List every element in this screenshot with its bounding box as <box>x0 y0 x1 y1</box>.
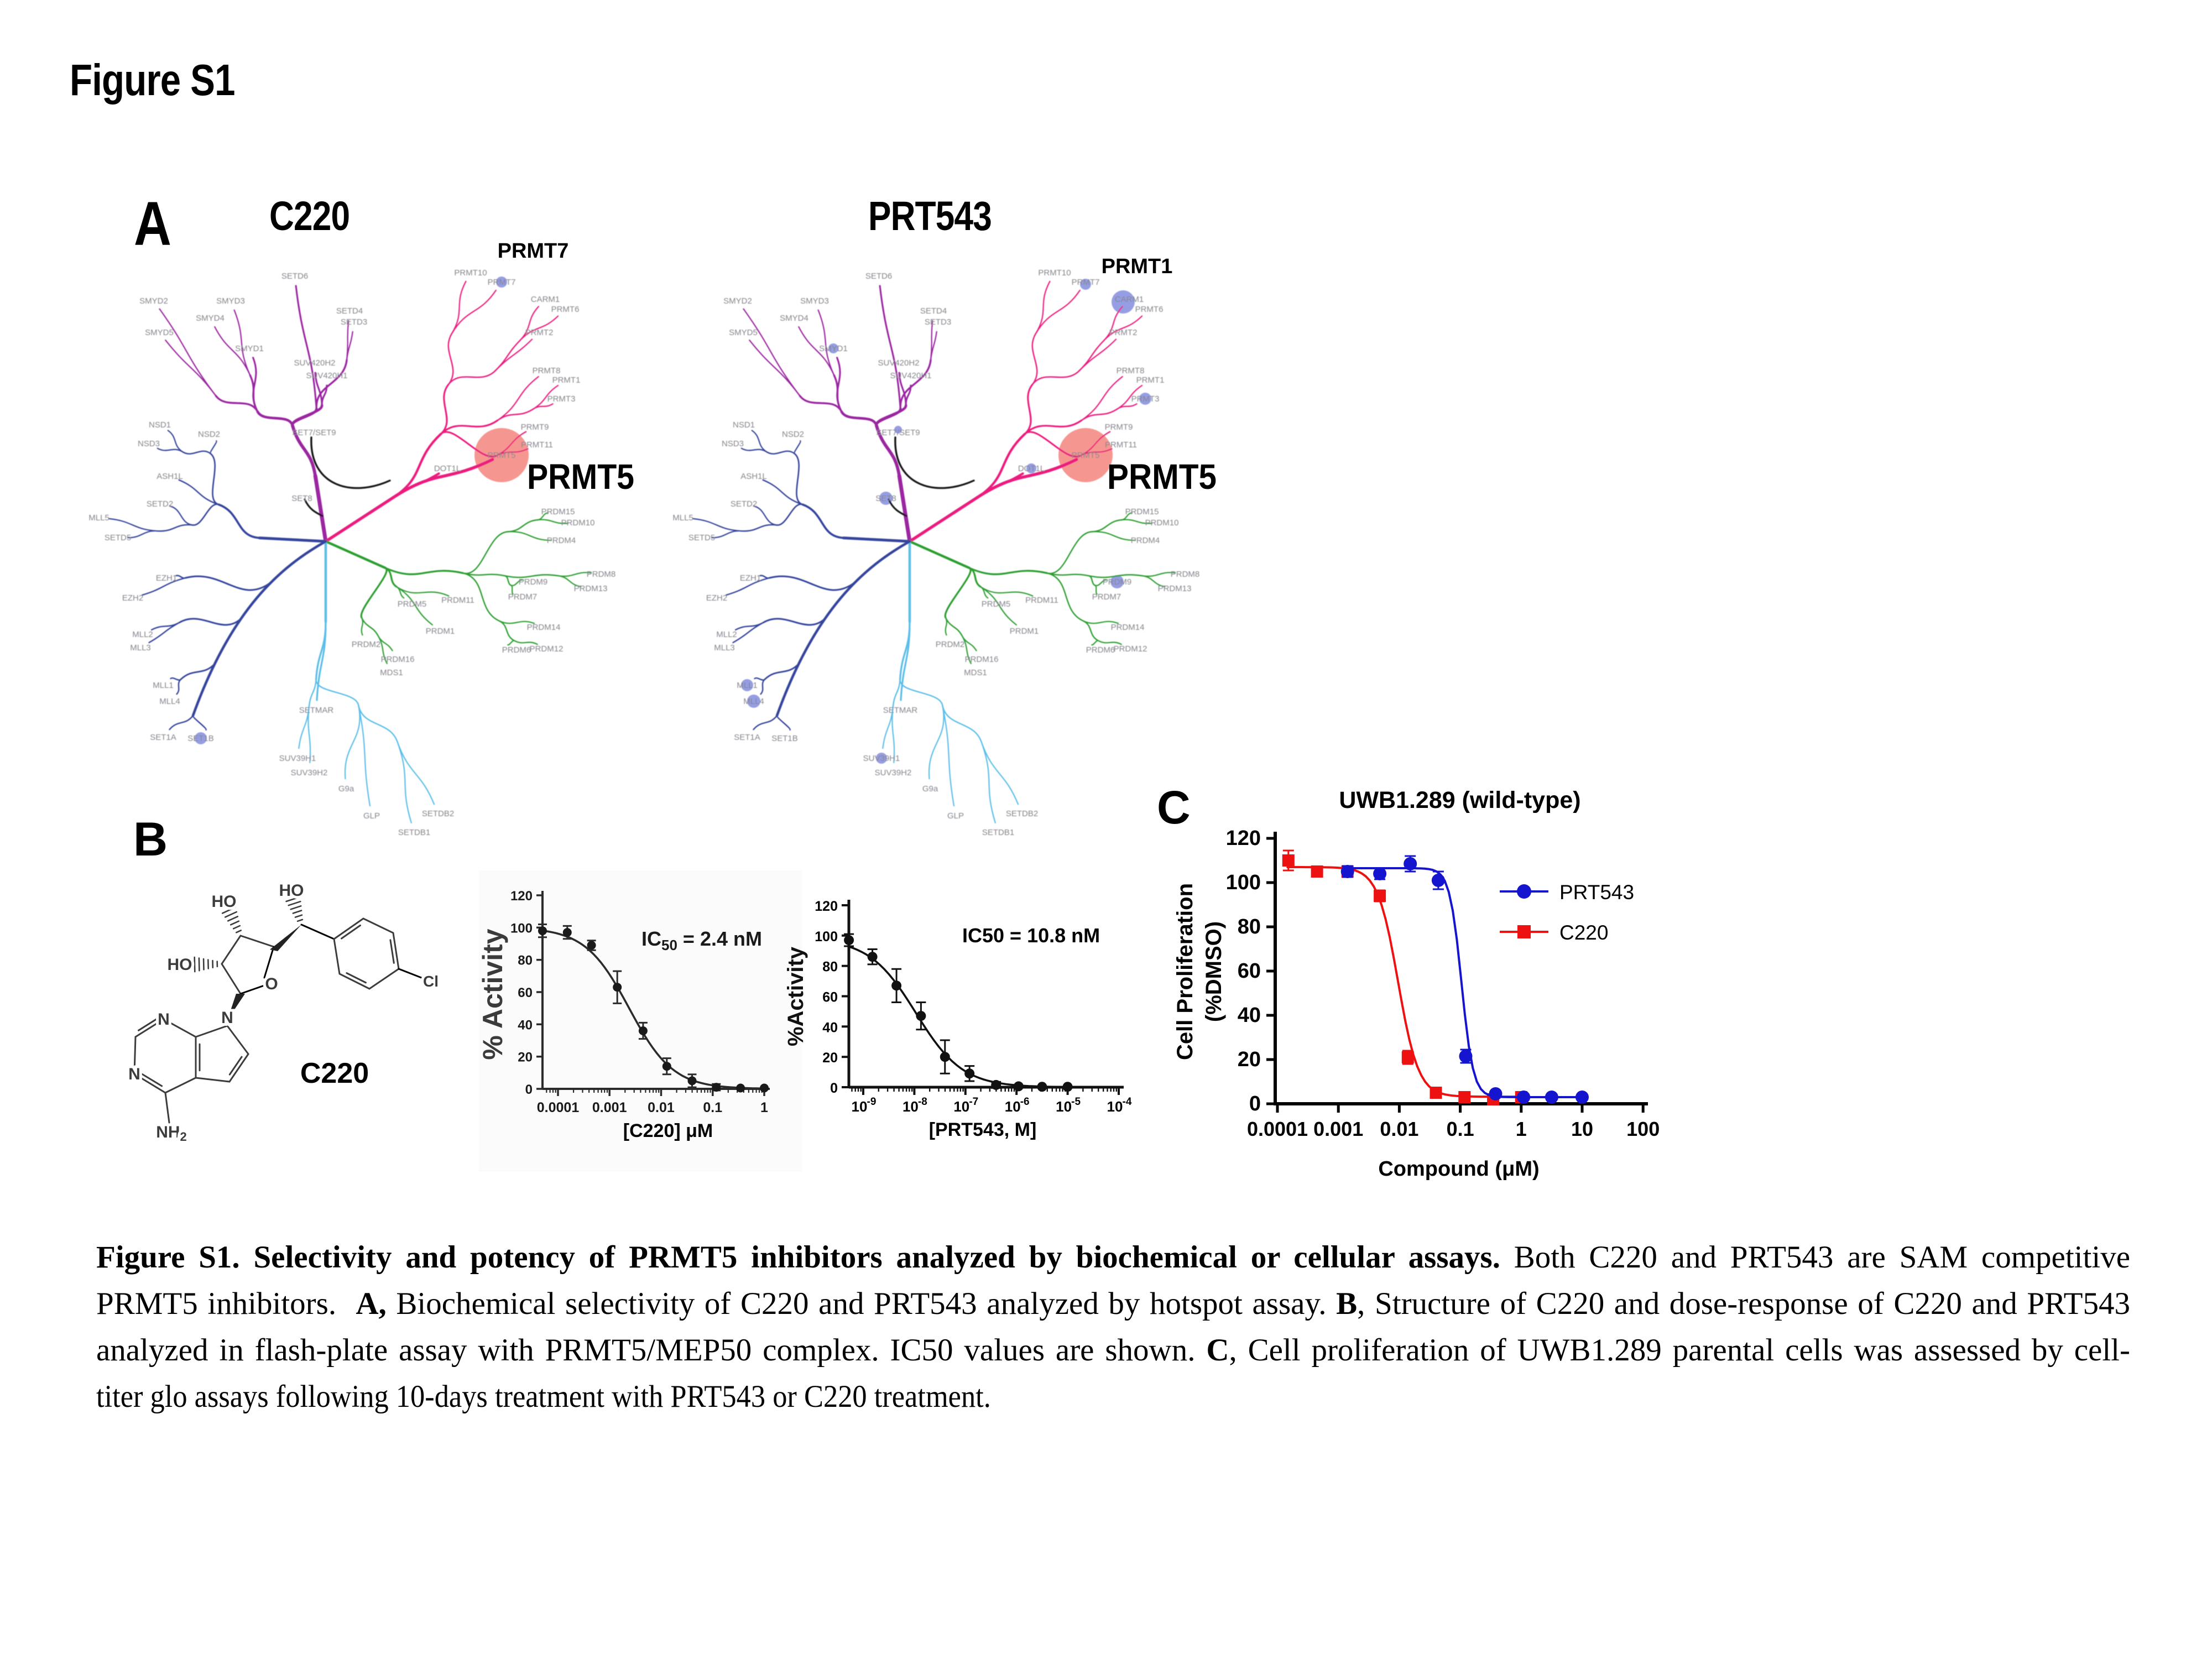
svg-text:[PRT543, M]: [PRT543, M] <box>929 1119 1037 1140</box>
svg-text:100: 100 <box>815 929 838 945</box>
svg-text:(%DMSO): (%DMSO) <box>1202 921 1226 1022</box>
svg-text:IC50 = 10.8 nM: IC50 = 10.8 nM <box>962 924 1100 947</box>
svg-text:Compound (μM): Compound (μM) <box>1378 1157 1539 1181</box>
svg-text:O: O <box>265 975 278 993</box>
svg-text:-8: -8 <box>918 1096 927 1108</box>
svg-text:0.1: 0.1 <box>703 1100 722 1115</box>
svg-text:120: 120 <box>510 889 533 904</box>
svg-text:HO: HO <box>279 881 304 900</box>
svg-text:60: 60 <box>822 990 838 1005</box>
svg-text:0.01: 0.01 <box>648 1100 675 1115</box>
svg-text:0: 0 <box>525 1082 533 1097</box>
svg-text:-9: -9 <box>867 1096 877 1108</box>
svg-text:-5: -5 <box>1071 1096 1081 1108</box>
svg-text:20: 20 <box>1238 1048 1261 1071</box>
svg-text:% Activity: % Activity <box>477 928 508 1060</box>
svg-text:C220: C220 <box>300 1057 369 1089</box>
svg-text:120: 120 <box>1226 827 1261 850</box>
svg-text:100: 100 <box>1626 1118 1660 1140</box>
svg-text:100: 100 <box>510 921 533 936</box>
svg-text:0.001: 0.001 <box>592 1100 627 1115</box>
svg-text:0.001: 0.001 <box>1313 1118 1363 1140</box>
svg-text:10: 10 <box>1107 1098 1123 1115</box>
svg-text:0.0001: 0.0001 <box>1247 1118 1308 1140</box>
svg-text:UWB1.289 (wild-type): UWB1.289 (wild-type) <box>1339 787 1580 813</box>
svg-text:PRMT7: PRMT7 <box>498 239 569 263</box>
svg-text:0: 0 <box>1249 1092 1261 1115</box>
svg-text:PRMT1: PRMT1 <box>1102 255 1173 278</box>
svg-text:100: 100 <box>1226 871 1261 894</box>
svg-text:60: 60 <box>518 985 533 1000</box>
svg-text:0: 0 <box>830 1081 838 1096</box>
svg-text:0.1: 0.1 <box>1447 1118 1474 1140</box>
svg-text:HO: HO <box>168 956 192 974</box>
svg-text:N: N <box>158 1010 170 1029</box>
svg-text:PRMT5: PRMT5 <box>527 457 634 497</box>
svg-text:C220: C220 <box>1559 921 1608 944</box>
svg-text:-7: -7 <box>969 1096 978 1108</box>
svg-text:HO: HO <box>212 893 237 911</box>
svg-text:120: 120 <box>815 899 838 914</box>
svg-text:40: 40 <box>822 1020 838 1035</box>
svg-text:40: 40 <box>518 1018 533 1032</box>
svg-text:Cell Proliferation: Cell Proliferation <box>1173 883 1197 1060</box>
svg-text:10: 10 <box>1571 1118 1593 1140</box>
svg-text:10: 10 <box>1056 1098 1072 1115</box>
svg-text:1: 1 <box>1516 1118 1527 1140</box>
svg-text:10: 10 <box>902 1098 919 1115</box>
svg-text:N: N <box>221 1009 233 1027</box>
svg-text:80: 80 <box>1238 915 1261 938</box>
svg-text:80: 80 <box>518 953 533 968</box>
svg-text:40: 40 <box>1238 1004 1261 1027</box>
svg-text:20: 20 <box>822 1050 838 1066</box>
svg-text:-4: -4 <box>1123 1096 1132 1108</box>
svg-text:Cl: Cl <box>423 973 439 990</box>
svg-text:0.0001: 0.0001 <box>537 1100 580 1115</box>
svg-text:10: 10 <box>852 1098 868 1115</box>
svg-text:10: 10 <box>1005 1098 1021 1115</box>
svg-text:NH2: NH2 <box>156 1123 187 1144</box>
svg-text:20: 20 <box>518 1050 533 1065</box>
svg-text:1: 1 <box>760 1100 768 1115</box>
svg-text:60: 60 <box>1238 959 1261 983</box>
svg-text:PRT543: PRT543 <box>1559 881 1634 904</box>
svg-text:[C220] μM: [C220] μM <box>623 1120 713 1141</box>
svg-text:IC50 = 2.4 nM: IC50 = 2.4 nM <box>641 927 762 953</box>
svg-text:80: 80 <box>822 959 838 975</box>
svg-text:10: 10 <box>953 1098 969 1115</box>
svg-text:0.01: 0.01 <box>1380 1118 1418 1140</box>
svg-text:PRMT5: PRMT5 <box>1107 457 1217 497</box>
svg-text:-6: -6 <box>1020 1096 1030 1108</box>
svg-text:N: N <box>128 1065 140 1083</box>
svg-text:%Activity: %Activity <box>784 946 808 1046</box>
